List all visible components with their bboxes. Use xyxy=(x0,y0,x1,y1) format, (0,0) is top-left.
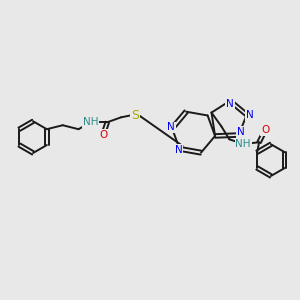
Text: N: N xyxy=(226,99,234,109)
Text: N: N xyxy=(175,145,182,155)
Text: S: S xyxy=(131,109,139,122)
Text: O: O xyxy=(99,130,107,140)
Text: NH: NH xyxy=(236,139,251,149)
Text: N: N xyxy=(246,110,254,120)
Text: N: N xyxy=(237,127,244,137)
Text: O: O xyxy=(261,125,269,135)
Text: N: N xyxy=(167,122,175,132)
Text: NH: NH xyxy=(83,117,98,127)
